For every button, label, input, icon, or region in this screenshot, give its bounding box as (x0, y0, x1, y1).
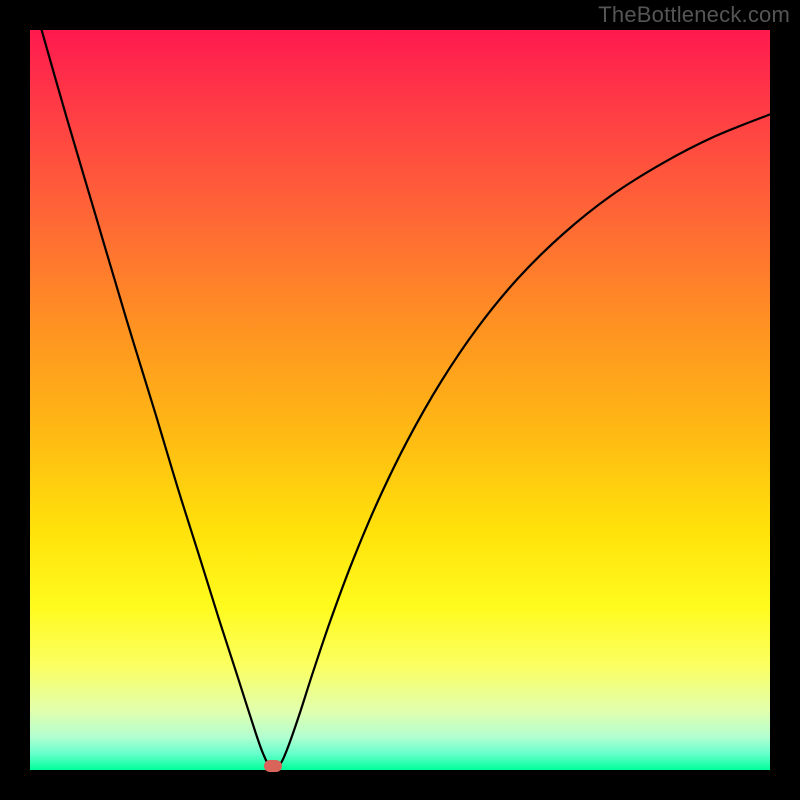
chart-container: TheBottleneck.com (0, 0, 800, 800)
optimal-point-marker (264, 760, 282, 772)
curve-layer (30, 30, 770, 770)
watermark-text: TheBottleneck.com (598, 2, 790, 28)
plot-area (30, 30, 770, 770)
bottleneck-curve (37, 30, 770, 770)
